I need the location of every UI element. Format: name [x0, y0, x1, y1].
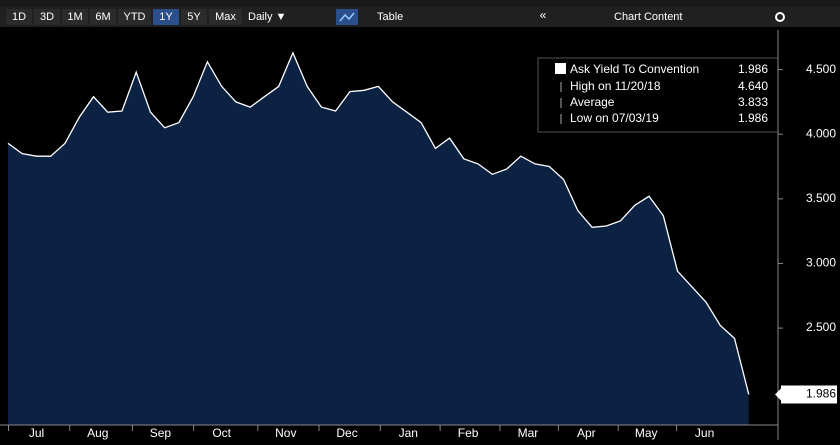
last-value: 1.986	[806, 387, 836, 401]
legend-series: Ask Yield To Convention	[570, 62, 699, 76]
range-label[interactable]: 1D	[12, 11, 26, 23]
legend-label: Low on 07/03/19	[570, 111, 659, 125]
range-button[interactable]	[181, 9, 207, 25]
legend-value: 1.986	[738, 111, 768, 125]
area	[8, 52, 749, 426]
range-button[interactable]	[209, 9, 242, 25]
legend-label: High on 11/20/18	[570, 79, 661, 93]
x-tick-label: Apr	[577, 426, 596, 440]
x-tick-label: Mar	[518, 426, 539, 440]
plot	[7, 51, 750, 426]
range-label[interactable]: 1M	[67, 11, 82, 23]
legend-value: 4.640	[738, 79, 768, 93]
x-tick-label: Jun	[695, 426, 714, 440]
range-label[interactable]: 6M	[95, 11, 110, 23]
range-button[interactable]	[118, 9, 151, 25]
collapse[interactable]: «	[540, 8, 547, 22]
legend-value: 3.833	[738, 95, 768, 109]
range-button[interactable]	[62, 9, 88, 25]
range-button[interactable]	[153, 9, 179, 25]
settings-icon[interactable]	[775, 12, 785, 22]
y-tick-label: 2.500	[806, 320, 836, 334]
range-label[interactable]: 3D	[40, 11, 54, 23]
table-button[interactable]: Table	[377, 11, 403, 23]
x-tick-label: Dec	[336, 426, 357, 440]
y-tick-label: 4.000	[806, 126, 836, 140]
y-tick-label: 3.000	[806, 256, 836, 270]
legend-box	[537, 57, 779, 133]
line	[7, 51, 750, 395]
header-strip	[0, 0, 840, 7]
range-button[interactable]	[6, 9, 32, 25]
x-tick-label: Sep	[150, 426, 172, 440]
x-tick-label: Jan	[399, 426, 418, 440]
x-tick-label: Jul	[29, 426, 44, 440]
x-tick-label: Feb	[458, 426, 479, 440]
range-label[interactable]: Max	[215, 11, 236, 23]
last-value-tag	[781, 385, 837, 404]
chart-content[interactable]: Chart Content	[614, 11, 682, 23]
x-tick-label: Oct	[212, 426, 231, 440]
legend-swatch	[555, 63, 566, 74]
range-button[interactable]	[34, 9, 60, 25]
last-value-pointer	[775, 388, 781, 401]
range-label[interactable]: YTD	[124, 11, 146, 23]
x-tick-label: Nov	[275, 426, 296, 440]
range-label[interactable]: 1Y	[159, 11, 173, 23]
x-tick-label: May	[635, 426, 658, 440]
y-tick-label: 4.500	[806, 62, 836, 76]
chart-type-icon	[339, 12, 355, 22]
legend-label: Average	[570, 95, 615, 109]
frequency[interactable]: Daily ▼	[248, 11, 286, 23]
range-button[interactable]	[90, 9, 116, 25]
x-tick-label: Aug	[87, 426, 108, 440]
legend-series-value: 1.986	[738, 62, 768, 76]
y-tick-label: 3.500	[806, 191, 836, 205]
range-label[interactable]: 5Y	[187, 11, 201, 23]
